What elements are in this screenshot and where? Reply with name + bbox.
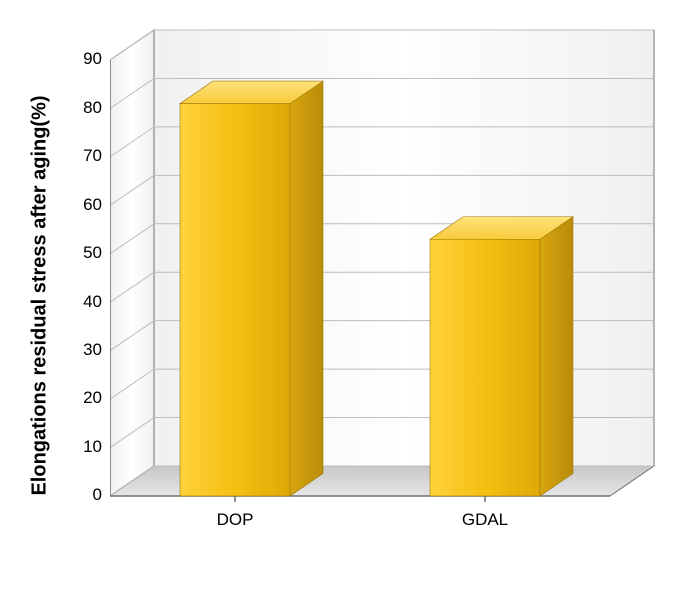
y-tick-label: 70 <box>66 146 102 166</box>
x-category-label: DOP <box>110 510 360 530</box>
chart-container: Elongations residual stress after aging(… <box>0 0 698 608</box>
y-tick-label: 80 <box>66 98 102 118</box>
plot-area <box>110 26 658 546</box>
chart-svg <box>110 26 658 546</box>
y-tick-label: 60 <box>66 195 102 215</box>
y-tick-label: 30 <box>66 340 102 360</box>
y-tick-label: 40 <box>66 292 102 312</box>
y-tick-label: 0 <box>66 485 102 505</box>
x-category-label: GDAL <box>360 510 610 530</box>
y-tick-label: 10 <box>66 437 102 457</box>
y-axis-label: Elongations residual stress after aging(… <box>29 36 52 556</box>
y-tick-label: 50 <box>66 243 102 263</box>
y-tick-label: 20 <box>66 388 102 408</box>
y-tick-label: 90 <box>66 49 102 69</box>
